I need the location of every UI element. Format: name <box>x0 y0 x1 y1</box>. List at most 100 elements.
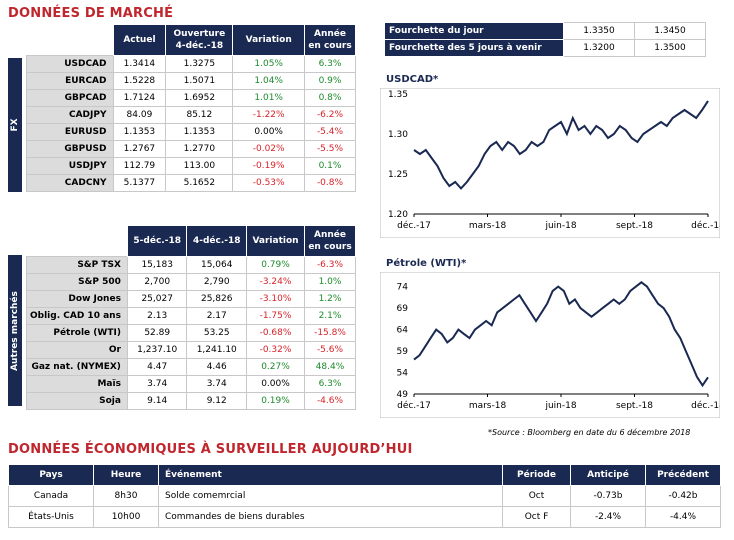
oil-x-tick: mars-18 <box>469 401 507 411</box>
market-variation: -1.75% <box>246 307 305 325</box>
fx-annee: 6.3% <box>304 55 356 73</box>
fx-variation: -0.19% <box>232 157 305 175</box>
usdcad-x-tick: déc.-18 <box>691 220 720 231</box>
fx-variation: 1.01% <box>232 89 305 107</box>
fx-pair: EURUSD <box>26 123 114 141</box>
market-value-previous: 1,241.10 <box>186 341 247 359</box>
econ-pays: Canada <box>8 485 94 507</box>
usdcad-chart: 1.20 1.25 1.30 1.35 déc.-17 mars-18 juin-18 sep… <box>380 88 720 238</box>
fx-pair: GBPUSD <box>26 140 114 158</box>
fx-actuel: 112.79 <box>112 157 167 175</box>
market-row: Maïs 3.74 3.74 0.00% 6.3% <box>26 375 356 393</box>
oil-frame <box>380 272 720 418</box>
usdcad-x-tick: déc.-17 <box>397 220 431 231</box>
fx-pair: USDCAD <box>26 55 114 73</box>
market-value-current: 25,027 <box>126 290 188 308</box>
other-header-date2: 4-déc.-18 <box>186 225 247 257</box>
other-side-label: Autres marchés <box>8 255 22 406</box>
fx-ouverture: 113.00 <box>165 157 234 175</box>
fx-pair: CADJPY <box>26 106 114 124</box>
fx-pair: CADCNY <box>26 174 114 192</box>
fx-header-ouverture: Ouverture 4-déc.-18 <box>165 24 234 56</box>
fx-variation: 1.05% <box>232 55 305 73</box>
oil-y-tick: 54 <box>397 369 409 379</box>
market-variation: 0.27% <box>246 358 305 376</box>
market-annee: 1.0% <box>304 273 356 291</box>
fx-pair: EURCAD <box>26 72 114 90</box>
fx-pair: GBPCAD <box>26 89 114 107</box>
other-header-date1: 5-déc.-18 <box>126 225 188 257</box>
fx-row: USDJPY 112.79 113.00 -0.19% 0.1% <box>26 157 356 175</box>
oil-x-tick: déc.-17 <box>397 400 431 411</box>
fx-header-variation: Variation <box>232 24 305 56</box>
range-row-day: Fourchette du jour 1.3350 1.3450 <box>384 22 706 40</box>
econ-header-pays: Pays <box>8 464 94 486</box>
fx-header-annee: Année en cours <box>304 24 356 56</box>
market-variation: -3.24% <box>246 273 305 291</box>
usdcad-chart-title: USDCAD* <box>386 74 439 85</box>
oil-x-tick: sept.-18 <box>616 401 653 411</box>
usdcad-x-tick: juin-18 <box>544 221 576 231</box>
market-name: Oblig. CAD 10 ans <box>26 307 128 325</box>
market-name: Or <box>26 341 128 359</box>
market-value-current: 1,237.10 <box>126 341 188 359</box>
market-annee: 1.2% <box>304 290 356 308</box>
usdcad-series-line <box>413 100 709 190</box>
market-annee: -6.3% <box>304 256 356 274</box>
market-annee: 48.4% <box>304 358 356 376</box>
market-value-current: 52.89 <box>126 324 188 342</box>
fx-ouverture: 1.6952 <box>165 89 234 107</box>
market-value-previous: 4.46 <box>186 358 247 376</box>
econ-header-evenement: Événement <box>158 464 503 486</box>
oil-series-line <box>413 281 709 388</box>
oil-y-tick: 49 <box>397 390 409 400</box>
usdcad-frame <box>380 88 720 238</box>
fx-row: CADCNY 5.1377 5.1652 -0.53% -0.8% <box>26 174 356 192</box>
fx-row: GBPCAD 1.7124 1.6952 1.01% 0.8% <box>26 89 356 107</box>
source-note: *Source : Bloomberg en date du 6 décembr… <box>488 428 691 437</box>
range-row-5days: Fourchette des 5 jours à venir 1.3200 1.… <box>384 39 706 57</box>
other-header-annee: Année en cours <box>304 225 356 257</box>
econ-evenement: Solde comemrcial <box>158 485 503 507</box>
market-value-current: 15,183 <box>126 256 188 274</box>
oil-x-tick: déc.-18 <box>691 400 720 411</box>
market-value-current: 3.74 <box>126 375 188 393</box>
market-value-previous: 15,064 <box>186 256 247 274</box>
econ-row: Canada 8h30 Solde comemrcial Oct -0.73b … <box>8 485 721 507</box>
econ-header-precedent: Précédent <box>645 464 721 486</box>
econ-periode: Oct <box>502 485 571 507</box>
fx-row: USDCAD 1.3414 1.3275 1.05% 6.3% <box>26 55 356 73</box>
oil-y-tick: 69 <box>397 304 409 314</box>
fx-actuel: 1.2767 <box>112 140 167 158</box>
market-value-previous: 3.74 <box>186 375 247 393</box>
usdcad-x-tick: sept.-18 <box>616 221 653 231</box>
market-name: Pétrole (WTI) <box>26 324 128 342</box>
fx-row: EURCAD 1.5228 1.5071 1.04% 0.9% <box>26 72 356 90</box>
fx-variation: -1.22% <box>232 106 305 124</box>
econ-header-anticipe: Anticipé <box>570 464 646 486</box>
fx-ouverture: 1.3275 <box>165 55 234 73</box>
oil-y-tick: 59 <box>397 347 409 357</box>
usdcad-y-tick: 1.25 <box>388 170 408 180</box>
fx-actuel: 1.3414 <box>112 55 167 73</box>
fx-annee: -5.4% <box>304 123 356 141</box>
fx-ouverture: 1.2770 <box>165 140 234 158</box>
market-value-current: 4.47 <box>126 358 188 376</box>
market-name: Soja <box>26 392 128 410</box>
market-data-title: DONNÉES DE MARCHÉ <box>8 6 174 21</box>
fx-annee: 0.1% <box>304 157 356 175</box>
econ-row: États-Unis 10h00 Commandes de biens dura… <box>8 506 721 528</box>
usdcad-y-tick: 1.20 <box>388 210 408 220</box>
market-row: S&P 500 2,700 2,790 -3.24% 1.0% <box>26 273 356 291</box>
market-annee: 2.1% <box>304 307 356 325</box>
market-value-previous: 2.17 <box>186 307 247 325</box>
fx-row: EURUSD 1.1353 1.1353 0.00% -5.4% <box>26 123 356 141</box>
market-variation: 0.19% <box>246 392 305 410</box>
fx-table: Actuel Ouverture 4-déc.-18 Variation Ann… <box>26 24 356 192</box>
econ-precedent: -4.4% <box>645 506 721 528</box>
market-value-previous: 2,790 <box>186 273 247 291</box>
range-label-day: Fourchette du jour <box>384 22 564 40</box>
market-row: S&P TSX 15,183 15,064 0.79% -6.3% <box>26 256 356 274</box>
market-row: Soja 9.14 9.12 0.19% -4.6% <box>26 392 356 410</box>
range-label-5days: Fourchette des 5 jours à venir <box>384 39 564 57</box>
